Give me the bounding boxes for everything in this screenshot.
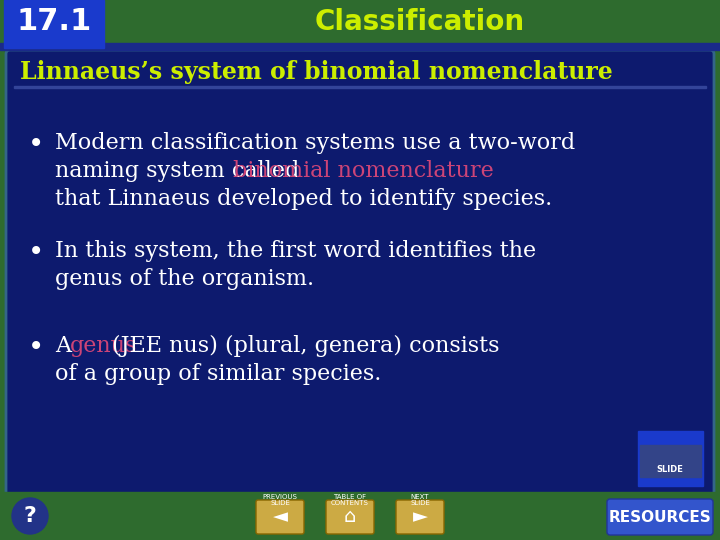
Text: binomial nomenclature: binomial nomenclature: [233, 160, 494, 182]
Text: TABLE OF: TABLE OF: [333, 494, 366, 500]
Text: END OF: END OF: [652, 446, 688, 455]
Text: genus: genus: [70, 335, 138, 357]
Text: 17.1: 17.1: [17, 8, 91, 37]
Text: A: A: [55, 335, 78, 357]
Text: PREVIOUS: PREVIOUS: [263, 494, 297, 500]
Bar: [14, 86, 706, 88]
Text: RESOURCES: RESOURCES: [608, 510, 711, 524]
Text: NEXT: NEXT: [410, 494, 429, 500]
Bar: [638, 431, 703, 486]
Text: SLIDE: SLIDE: [657, 465, 683, 475]
Text: Linnaeus’s system of binomial nomenclature: Linnaeus’s system of binomial nomenclatu…: [20, 60, 613, 84]
Bar: [4, 0, 104, 48]
Text: ►: ►: [413, 508, 428, 526]
Text: SLIDE: SLIDE: [270, 500, 290, 506]
Bar: [14, 58, 706, 85]
FancyBboxPatch shape: [607, 499, 713, 535]
Text: naming system called: naming system called: [55, 160, 307, 182]
Text: ⌂: ⌂: [344, 508, 356, 526]
FancyBboxPatch shape: [256, 500, 304, 534]
Text: •: •: [28, 132, 44, 159]
Text: ◄: ◄: [272, 508, 287, 526]
FancyBboxPatch shape: [6, 50, 714, 496]
Bar: [0, 0, 720, 43]
Text: In this system, the first word identifies the: In this system, the first word identifie…: [55, 240, 536, 262]
Circle shape: [12, 498, 48, 534]
Bar: [0, 43, 720, 50]
Text: of a group of similar species.: of a group of similar species.: [55, 363, 382, 385]
Text: CONTENTS: CONTENTS: [331, 500, 369, 506]
FancyBboxPatch shape: [396, 500, 444, 534]
Text: •: •: [28, 335, 44, 362]
Text: (JEE nus) (plural, genera) consists: (JEE nus) (plural, genera) consists: [112, 335, 500, 357]
Text: that Linnaeus developed to identify species.: that Linnaeus developed to identify spec…: [55, 188, 552, 210]
Text: SLIDE: SLIDE: [410, 500, 430, 506]
Text: Classification: Classification: [315, 8, 525, 36]
Text: •: •: [28, 240, 44, 267]
Text: ?: ?: [24, 506, 37, 526]
FancyBboxPatch shape: [326, 500, 374, 534]
Text: genus of the organism.: genus of the organism.: [55, 268, 314, 290]
Bar: [0, 492, 720, 540]
Bar: [640, 445, 701, 477]
Text: Modern classification systems use a two-word: Modern classification systems use a two-…: [55, 132, 575, 154]
